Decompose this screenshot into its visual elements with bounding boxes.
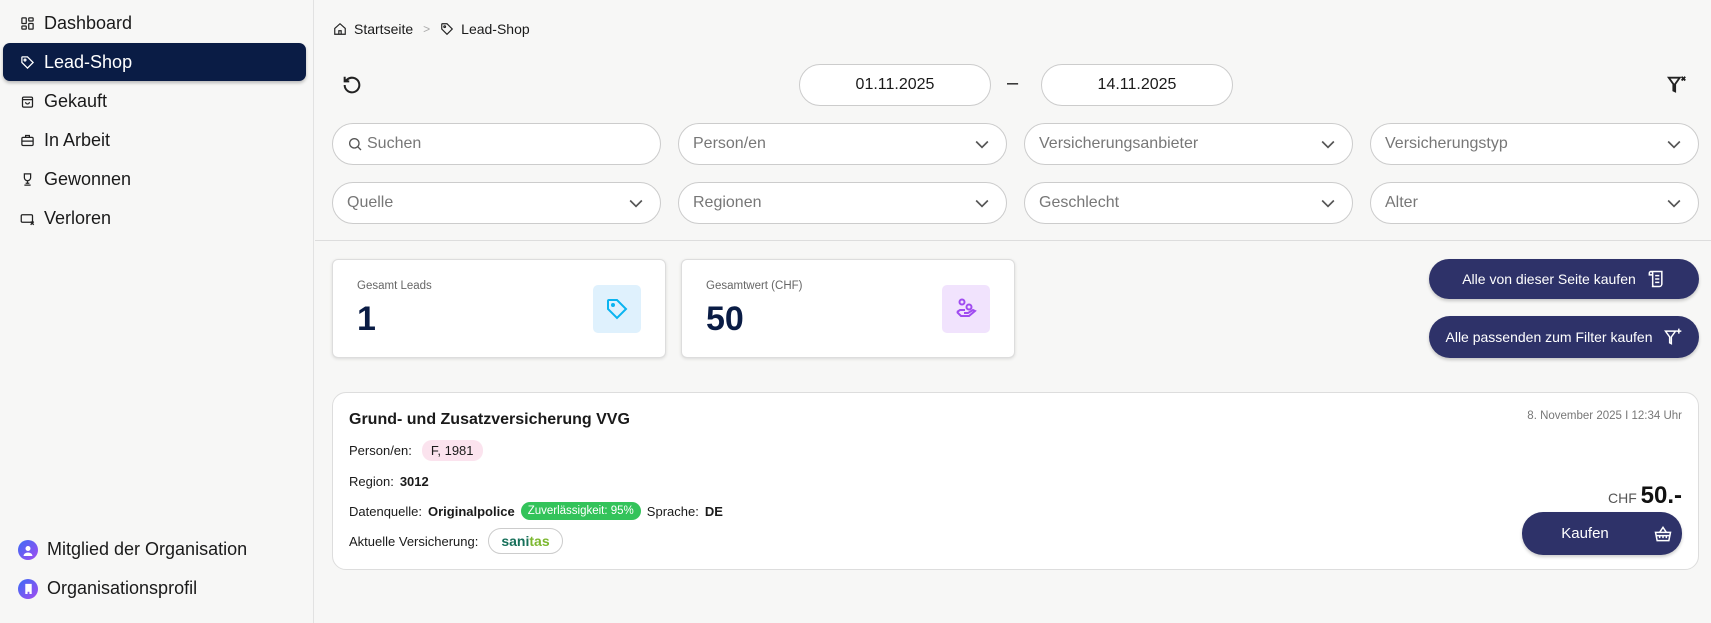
user-icon xyxy=(18,539,38,560)
sidebar-item-gekauft[interactable]: Gekauft xyxy=(3,82,306,120)
clear-filter-icon[interactable] xyxy=(1666,74,1688,96)
region-label: Region: xyxy=(349,474,394,489)
building-icon xyxy=(18,578,38,599)
chevron-down-icon xyxy=(1321,199,1335,208)
sidebar-item-in-arbeit[interactable]: In Arbeit xyxy=(3,121,306,159)
chevron-down-icon xyxy=(1667,199,1681,208)
search-icon xyxy=(349,138,362,151)
tag-icon xyxy=(21,55,35,69)
chevron-down-icon xyxy=(1667,140,1681,149)
source-select[interactable]: Quelle xyxy=(332,182,661,224)
sidebar-item-label: Gewonnen xyxy=(44,168,132,189)
chevron-down-icon xyxy=(629,199,643,208)
stat-card-total-value: Gesamtwert (CHF) 50 xyxy=(681,259,1015,358)
stat-card-total-leads: Gesamt Leads 1 xyxy=(332,259,666,358)
source-label: Datenquelle: xyxy=(349,503,422,519)
sidebar-item-label: Gekauft xyxy=(44,90,108,111)
divider xyxy=(315,240,1711,241)
dashboard-icon xyxy=(21,16,34,30)
sidebar-item-lead-shop[interactable]: Lead-Shop xyxy=(3,43,306,81)
sidebar-item-gewonnen[interactable]: Gewonnen xyxy=(3,160,306,198)
sidebar: Dashboard Lead-Shop Gekauft In Arbeit Ge… xyxy=(0,0,314,623)
lead-price: CHF 50.- xyxy=(1608,482,1682,510)
sidebar-item-org-profile[interactable]: Organisationsprofil xyxy=(18,578,197,599)
buy-page-button[interactable]: Alle von dieser Seite kaufen xyxy=(1429,259,1699,299)
chevron-down-icon xyxy=(975,140,989,149)
buy-lead-button[interactable]: Kaufen xyxy=(1522,512,1682,555)
select-label: Versicherungsanbieter xyxy=(1039,135,1199,152)
sidebar-item-dashboard[interactable]: Dashboard xyxy=(3,4,306,42)
home-icon xyxy=(334,22,346,35)
lead-date: 8. November 2025 I 12:34 Uhr xyxy=(1527,410,1682,422)
chevron-down-icon xyxy=(1321,140,1335,149)
date-separator: – xyxy=(1007,72,1019,94)
breadcrumb-current: Lead-Shop xyxy=(461,21,530,37)
gender-select[interactable]: Geschlecht xyxy=(1024,182,1353,224)
sidebar-item-member[interactable]: Mitglied der Organisation xyxy=(18,539,247,560)
persons-label: Person/en: xyxy=(349,443,412,458)
briefcase-icon xyxy=(21,134,34,146)
sidebar-item-label: Mitglied der Organisation xyxy=(47,539,248,559)
sidebar-item-label: Organisationsprofil xyxy=(47,578,198,598)
sidebar-item-label: In Arbeit xyxy=(44,129,111,150)
insurer-logo: sanitas xyxy=(488,528,563,554)
select-label: Person/en xyxy=(693,135,766,152)
buy-filter-button[interactable]: Alle passenden zum Filter kaufen xyxy=(1429,316,1699,358)
persons-select[interactable]: Person/en xyxy=(678,123,1007,165)
scroll-icon xyxy=(1648,270,1663,288)
chevron-right-icon: > xyxy=(423,22,431,36)
select-label: Versicherungstyp xyxy=(1385,135,1508,152)
person-chip: F, 1981 xyxy=(421,440,483,461)
currency: CHF xyxy=(1607,490,1637,506)
sidebar-item-label: Dashboard xyxy=(44,12,133,33)
language-label: Sprache: xyxy=(646,503,699,519)
select-label: Regionen xyxy=(693,194,762,211)
tag-icon xyxy=(593,285,641,333)
stat-label: Gesamtwert (CHF) xyxy=(706,280,803,292)
insurance-label: Aktuelle Versicherung: xyxy=(349,533,479,549)
breadcrumb: Startseite > Lead-Shop xyxy=(333,21,530,37)
sidebar-item-label: Lead-Shop xyxy=(44,51,133,72)
source-value: Originalpolice xyxy=(428,503,515,519)
select-label: Alter xyxy=(1385,194,1418,211)
sidebar-item-verloren[interactable]: Verloren xyxy=(3,199,306,237)
select-label: Geschlecht xyxy=(1039,194,1120,211)
stat-value: 50 xyxy=(706,300,744,338)
ticket-x-icon xyxy=(20,213,35,225)
language-value: DE xyxy=(704,503,723,519)
date-from-input[interactable]: 01.11.2025 xyxy=(799,64,991,106)
main-content: Startseite > Lead-Shop 01.11.2025 – 14.1… xyxy=(315,0,1711,623)
provider-select[interactable]: Versicherungsanbieter xyxy=(1024,123,1353,165)
date-to-input[interactable]: 14.11.2025 xyxy=(1041,64,1233,106)
reliability-badge: Zuverlässigkeit: 95% xyxy=(520,502,641,520)
shopping-bag-icon xyxy=(21,96,34,108)
filter-plus-icon xyxy=(1663,328,1681,345)
search-placeholder: Suchen xyxy=(367,135,422,152)
refresh-icon[interactable] xyxy=(341,74,363,96)
sidebar-item-label: Verloren xyxy=(44,207,112,228)
stat-label: Gesamt Leads xyxy=(357,280,432,292)
button-label: Alle passenden zum Filter kaufen xyxy=(1445,329,1653,345)
breadcrumb-home[interactable]: Startseite xyxy=(354,21,414,37)
trophy-icon xyxy=(23,172,32,186)
region-value: 3012 xyxy=(399,474,429,489)
chevron-down-icon xyxy=(975,199,989,208)
lead-title: Grund- und Zusatzversicherung VVG xyxy=(349,411,630,428)
price-value: 50.- xyxy=(1640,482,1682,509)
button-label: Kaufen xyxy=(1561,525,1609,542)
select-label: Quelle xyxy=(347,194,394,211)
button-label: Alle von dieser Seite kaufen xyxy=(1462,271,1636,287)
search-input[interactable]: Suchen xyxy=(332,123,661,165)
stat-value: 1 xyxy=(357,300,376,338)
basket-icon xyxy=(1654,525,1672,541)
hand-coins-icon xyxy=(942,285,990,333)
age-select[interactable]: Alter xyxy=(1370,182,1699,224)
lead-card: Grund- und Zusatzversicherung VVG 8. Nov… xyxy=(332,392,1699,570)
regions-select[interactable]: Regionen xyxy=(678,182,1007,224)
type-select[interactable]: Versicherungstyp xyxy=(1370,123,1699,165)
tag-icon xyxy=(441,23,454,36)
